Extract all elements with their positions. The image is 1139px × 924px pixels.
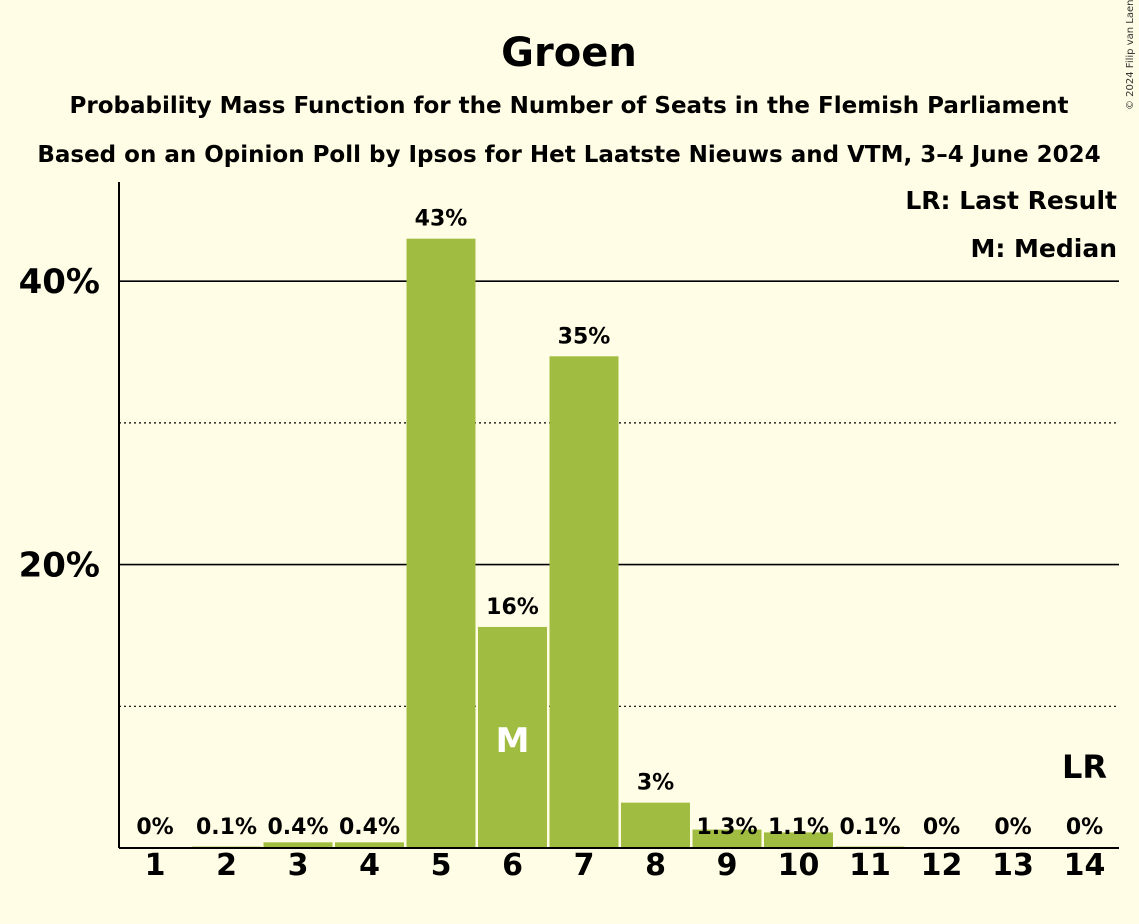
chart-subtitle: Probability Mass Function for the Number… bbox=[70, 93, 1069, 119]
bar-seats-3 bbox=[263, 842, 333, 848]
y-tick-label: 40% bbox=[19, 262, 100, 302]
x-tick-label: 9 bbox=[717, 848, 738, 883]
data-label: 1.3% bbox=[696, 815, 757, 840]
data-label: 0.4% bbox=[339, 815, 400, 840]
bar-seats-8 bbox=[621, 802, 690, 848]
data-label: 43% bbox=[415, 207, 468, 232]
gridlines bbox=[119, 280, 1119, 707]
x-tick-label: 8 bbox=[645, 848, 666, 883]
data-label: 0.1% bbox=[196, 815, 257, 840]
bar-seats-9 bbox=[692, 829, 762, 848]
x-tick-label: 4 bbox=[359, 848, 380, 883]
data-label: 0% bbox=[994, 815, 1031, 840]
data-label: 0% bbox=[136, 815, 173, 840]
x-tick-label: 5 bbox=[431, 848, 452, 883]
last-result-marker: LR bbox=[1062, 748, 1107, 786]
chart-subtitle-poll: Based on an Opinion Poll by Ipsos for He… bbox=[37, 142, 1100, 168]
x-tick-label: 13 bbox=[992, 848, 1034, 883]
axes: 20%40%1 2 3 4 5 6 7 8 9 10 11 12 13 14 bbox=[19, 182, 1119, 883]
bar-seats-5 bbox=[406, 238, 476, 848]
copyright-note: © 2024 Filip van Laenen bbox=[1125, 0, 1136, 110]
data-labels: 0% 0.1% 0.4% 0.4% 43% 16% M 35% 3% 1.3% 1.1% 0.1% 0%… bbox=[136, 207, 1107, 840]
legend-last-result: LR: Last Result bbox=[905, 186, 1117, 215]
data-label: 16% bbox=[486, 595, 539, 620]
data-label: 35% bbox=[558, 324, 611, 349]
chart-title: Groen bbox=[501, 30, 637, 76]
x-tick-label: 2 bbox=[216, 848, 237, 883]
bar-seats-10 bbox=[764, 832, 833, 848]
data-label: 0.1% bbox=[839, 815, 900, 840]
bar-seats-7 bbox=[549, 356, 619, 848]
bars bbox=[192, 238, 905, 848]
legend-median: M: Median bbox=[970, 234, 1117, 263]
x-tick-label: 11 bbox=[849, 848, 891, 883]
bar-seats-4 bbox=[335, 842, 404, 848]
data-label: 3% bbox=[637, 771, 674, 796]
x-tick-label: 6 bbox=[502, 848, 523, 883]
x-tick-label: 7 bbox=[574, 848, 595, 883]
data-label: 0.4% bbox=[267, 815, 328, 840]
data-label: 1.1% bbox=[768, 815, 829, 840]
data-label: 0% bbox=[923, 815, 960, 840]
x-tick-label: 1 bbox=[145, 848, 166, 883]
bar-seats-6 bbox=[478, 626, 547, 848]
x-tick-label: 10 bbox=[778, 848, 820, 883]
x-tick-label: 14 bbox=[1064, 848, 1106, 883]
median-marker: M bbox=[496, 721, 530, 761]
x-tick-label: 12 bbox=[921, 848, 963, 883]
data-label: 0% bbox=[1066, 815, 1103, 840]
y-tick-label: 20% bbox=[19, 546, 100, 586]
x-tick-label: 3 bbox=[288, 848, 309, 883]
